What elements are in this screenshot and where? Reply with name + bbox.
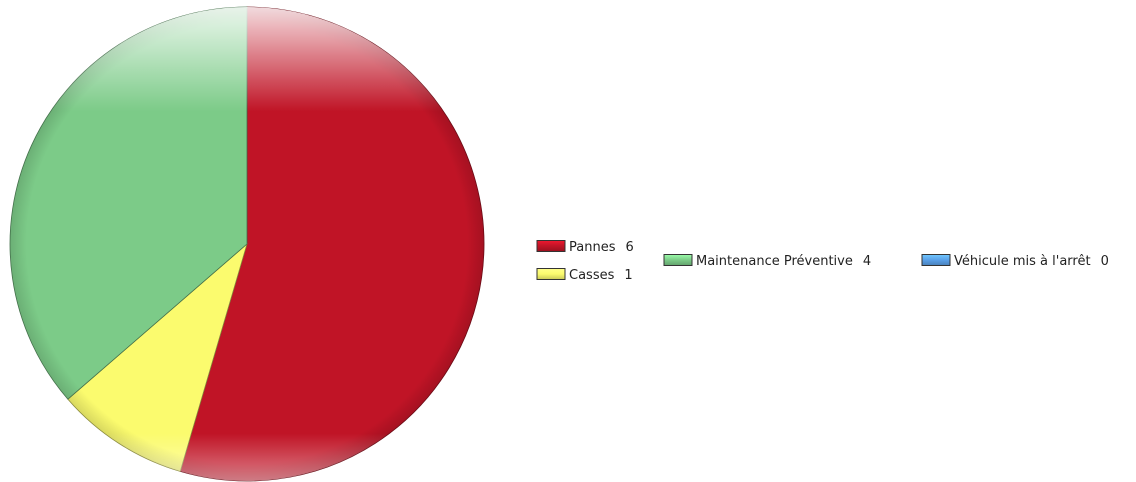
legend-swatch <box>921 254 951 266</box>
legend-item-v-hicule-mis-l-arr-t[interactable]: Véhicule mis à l'arrêt 0 <box>921 254 1109 269</box>
legend-item-pannes[interactable]: Pannes 6 <box>536 240 634 255</box>
legend-value: 1 <box>624 268 632 283</box>
legend-swatch <box>536 240 566 252</box>
legend-item-maintenance-pr-ventive[interactable]: Maintenance Préventive 4 <box>663 254 871 269</box>
legend-swatch <box>663 254 693 266</box>
legend-label: Véhicule mis à l'arrêt <box>954 254 1091 269</box>
legend-value: 4 <box>863 254 871 269</box>
legend-swatch <box>536 268 566 280</box>
pie <box>9 6 485 482</box>
legend-label: Maintenance Préventive <box>696 254 853 269</box>
legend-value: 6 <box>625 240 633 255</box>
legend-label: Casses <box>569 268 615 283</box>
legend: Pannes 6 Casses 1 Maintenance Préventive 4 Véh… <box>536 240 1109 283</box>
legend-value: 0 <box>1101 254 1109 269</box>
legend-item-casses[interactable]: Casses 1 <box>536 268 633 283</box>
legend-label: Pannes <box>569 240 616 255</box>
